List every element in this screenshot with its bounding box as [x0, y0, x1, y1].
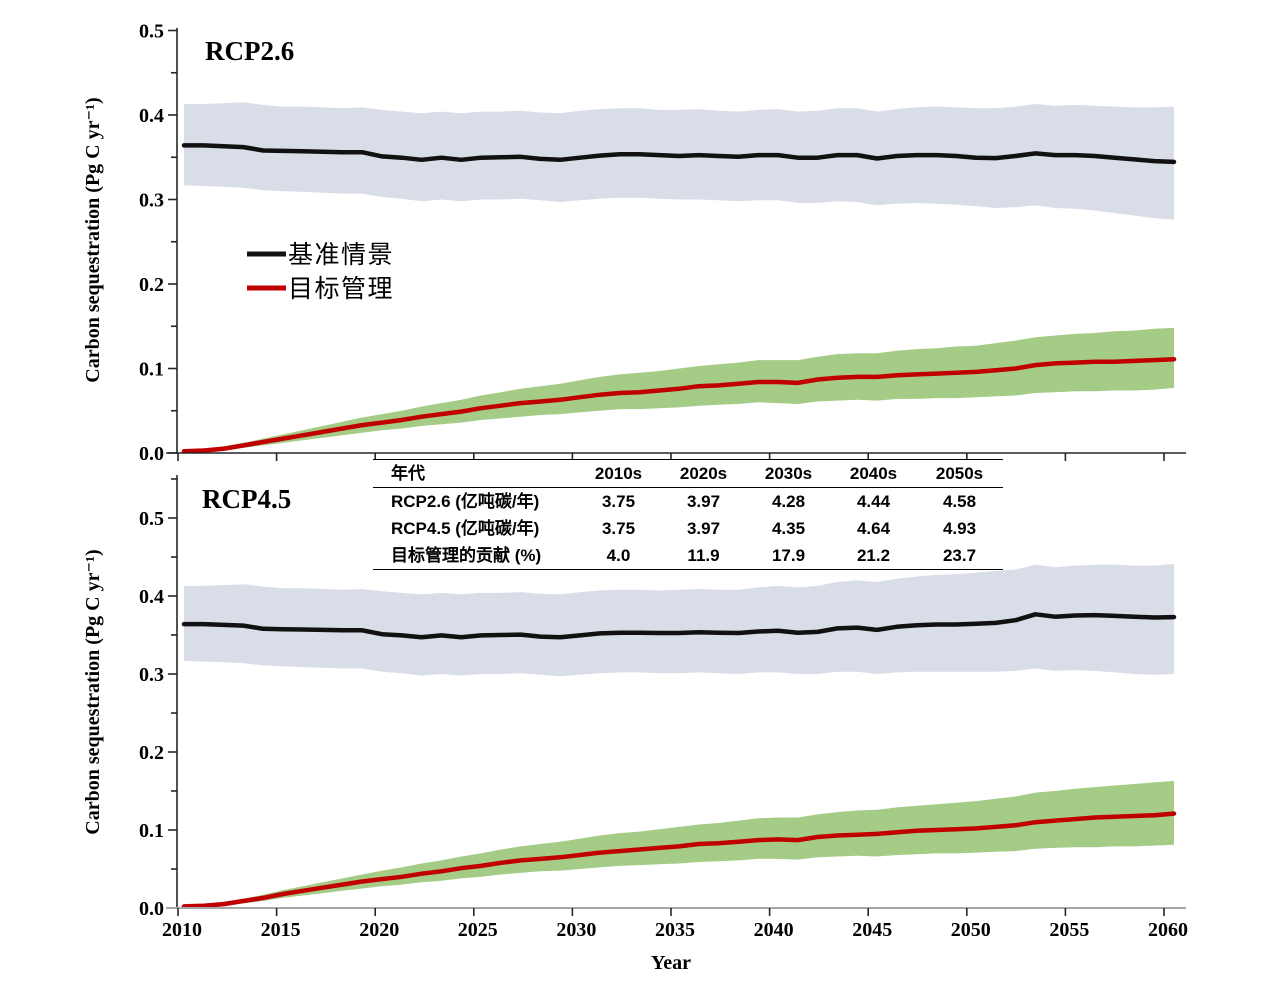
table-header-2030s: 2030s: [764, 464, 813, 483]
table-header-era: 年代: [391, 464, 425, 483]
chart-title-rcp26: RCP2.6: [205, 36, 294, 66]
table-cell: 3.97: [686, 492, 721, 511]
baseline-line-chart1: [181, 612, 1177, 640]
y-tick-label-chart0: 0.5: [139, 21, 164, 43]
y-tick-label-chart1: 0.1: [139, 820, 164, 842]
y-tick-label-chart0: 0.3: [139, 190, 164, 212]
table-row-label: RCP4.5 (亿吨碳/年): [391, 519, 540, 538]
table-cell: 4.58: [942, 492, 977, 511]
table-cell: 3.75: [601, 492, 636, 511]
y-axis-title-top: Carbon sequestration (Pg C yr⁻¹): [82, 97, 104, 382]
baseline-band-chart1: [184, 564, 1174, 677]
table-row-contribution: 目标管理的贡献 (%) 4.0 11.9 17.9 21.2 23.7: [373, 542, 1003, 570]
table-cell: 4.44: [856, 492, 891, 511]
table-header-2050s: 2050s: [935, 464, 984, 483]
y-axis-title-bottom: Carbon sequestration (Pg C yr⁻¹): [82, 549, 104, 834]
table-header-2020s: 2020s: [679, 464, 728, 483]
x-tick-label: 2015: [261, 919, 301, 941]
baseline-line-chart0: [181, 143, 1177, 165]
y-tick-label-chart1: 0.3: [139, 664, 164, 686]
legend-label-baseline: 基准情景: [288, 241, 394, 269]
y-tick-label-chart1: 0.4: [139, 586, 164, 608]
y-tick-label-chart0: 0.4: [139, 105, 164, 127]
table-cell: 23.7: [942, 546, 977, 565]
table-cell: 17.9: [771, 546, 806, 565]
legend-label-managed: 目标管理: [288, 275, 394, 303]
table-cell: 4.35: [771, 519, 806, 538]
baseline-band-chart0: [184, 102, 1174, 220]
table-cell: 4.64: [856, 519, 891, 538]
y-tick-label-chart0: 0.0: [139, 443, 164, 465]
y-tick-label-chart0: 0.1: [139, 359, 164, 381]
table-row-rcp26: RCP2.6 (亿吨碳/年) 3.75 3.97 4.28 4.44 4.58: [373, 488, 1003, 516]
legend: 基准情景 目标管理: [247, 241, 394, 303]
table-row-rcp45: RCP4.5 (亿吨碳/年) 3.75 3.97 4.35 4.64 4.93: [373, 515, 1003, 542]
table-cell: 4.93: [942, 519, 977, 538]
chart-title-rcp45: RCP4.5: [202, 484, 291, 514]
table-row-label: 目标管理的贡献 (%): [391, 546, 542, 565]
x-axis-title: Year: [651, 952, 691, 974]
y-tick-label-chart0: 0.2: [139, 274, 164, 296]
summary-table-grid: 年代 2010s 2020s 2030s 2040s 2050s RCP2.6 …: [373, 459, 1003, 570]
y-tick-label-chart1: 0.0: [139, 898, 164, 920]
table-cell: 4.0: [606, 546, 631, 565]
table-cell: 3.75: [601, 519, 636, 538]
x-tick-label: 2025: [458, 919, 498, 941]
table-cell: 3.97: [686, 519, 721, 538]
x-tick-label: 2055: [1049, 919, 1089, 941]
x-tick-label: 2050: [951, 919, 991, 941]
table-header-2010s: 2010s: [594, 464, 643, 483]
x-tick-label: 2035: [655, 919, 695, 941]
y-tick-label-chart1: 0.5: [139, 508, 164, 530]
table-cell: 11.9: [687, 546, 720, 565]
managed-line-chart0: [181, 356, 1177, 454]
table-header-row: 年代 2010s 2020s 2030s 2040s 2050s: [373, 459, 1003, 488]
x-tick-label: 2040: [754, 919, 794, 941]
managed-band-chart1: [184, 780, 1174, 908]
table-cell: 21.2: [856, 546, 891, 565]
table-cell: 4.28: [771, 492, 806, 511]
managed-line-chart1: [181, 811, 1177, 909]
x-tick-label: 2020: [359, 919, 399, 941]
x-tick-label: 2010: [162, 919, 202, 941]
table-header-2040s: 2040s: [849, 464, 898, 483]
table-row-label: RCP2.6 (亿吨碳/年): [391, 492, 540, 511]
x-tick-label: 2060: [1148, 919, 1188, 941]
x-tick-label: 2045: [852, 919, 892, 941]
summary-table: 年代 2010s 2020s 2030s 2040s 2050s RCP2.6 …: [373, 459, 1003, 570]
chart-layer: 0.0 0.1 0.2 0.3 0.4 0.5 0.0 0.1 0.2 0.3 0.4 0.5 2010…: [139, 21, 1188, 942]
x-tick-label: 2030: [556, 919, 596, 941]
y-tick-label-chart1: 0.2: [139, 742, 164, 764]
